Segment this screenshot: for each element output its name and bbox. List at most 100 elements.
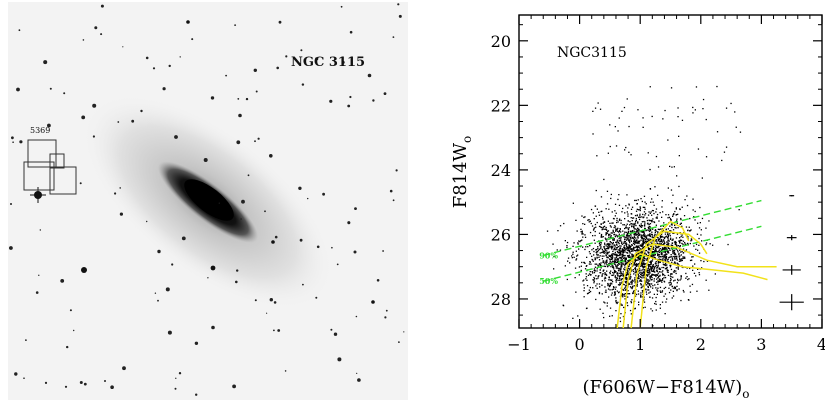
scatter-point xyxy=(639,276,642,278)
scatter-point xyxy=(655,303,657,305)
scatter-point xyxy=(682,243,684,245)
scatter-point xyxy=(625,248,627,250)
scatter-point xyxy=(608,254,610,257)
scatter-point xyxy=(638,304,640,306)
scatter-point xyxy=(680,299,682,302)
field-star xyxy=(347,104,351,108)
scatter-point xyxy=(609,260,611,263)
scatter-point xyxy=(656,216,658,218)
scatter-point xyxy=(655,250,657,253)
scatter-point xyxy=(621,256,624,258)
scatter-point xyxy=(599,244,601,247)
scatter-point xyxy=(632,225,635,227)
scatter-point xyxy=(697,268,699,270)
scatter-point xyxy=(635,232,637,234)
scatter-point xyxy=(649,226,651,228)
scatter-point xyxy=(617,254,619,256)
scatter-point xyxy=(627,255,629,258)
scatter-point xyxy=(622,224,624,226)
scatter-point xyxy=(640,265,642,267)
scatter-point xyxy=(584,262,586,264)
scatter-point xyxy=(624,251,626,253)
scatter-point xyxy=(628,203,630,205)
field-star xyxy=(284,370,287,372)
scatter-point xyxy=(666,269,668,271)
scatter-point xyxy=(682,248,685,250)
scatter-point xyxy=(698,274,701,276)
scatter-point xyxy=(696,290,698,292)
scatter-point xyxy=(622,207,624,210)
scatter-point xyxy=(635,255,637,257)
scatter-point xyxy=(612,217,615,220)
scatter-point xyxy=(665,235,668,237)
scatter-point xyxy=(626,252,628,254)
scatter-point xyxy=(648,265,650,267)
scatter-point xyxy=(641,231,643,233)
field-star xyxy=(241,199,245,204)
scatter-point xyxy=(632,285,634,287)
scatter-point xyxy=(620,274,623,277)
scatter-point xyxy=(617,260,619,263)
scatter-point xyxy=(643,195,646,197)
scatter-point xyxy=(615,297,617,299)
scatter-point xyxy=(644,227,646,229)
scatter-point xyxy=(588,273,591,275)
field-star xyxy=(195,393,198,396)
scatter-point xyxy=(651,256,653,258)
field-star xyxy=(35,291,39,294)
scatter-point xyxy=(606,203,609,205)
scatter-point xyxy=(613,291,616,293)
scatter-point xyxy=(670,279,672,281)
scatter-point xyxy=(634,268,637,271)
scatter-point xyxy=(638,231,640,233)
scatter-point xyxy=(639,213,641,215)
scatter-point xyxy=(613,232,615,234)
scatter-point xyxy=(685,272,687,275)
scatter-point xyxy=(607,252,609,254)
scatter-point xyxy=(644,259,646,262)
scatter-point xyxy=(553,268,555,270)
scatter-point xyxy=(571,257,573,259)
scatter-point xyxy=(627,271,629,273)
scatter-point xyxy=(638,258,640,261)
scatter-point xyxy=(638,232,640,235)
scatter-point xyxy=(595,251,597,254)
scatter-point xyxy=(605,228,607,231)
scatter-point xyxy=(652,253,654,255)
scatter-point xyxy=(626,255,629,257)
scatter-point xyxy=(647,240,649,243)
scatter-point xyxy=(640,279,642,281)
scatter-point xyxy=(657,261,659,263)
scatter-point xyxy=(617,198,619,201)
scatter-point xyxy=(597,247,599,250)
scatter-point xyxy=(655,296,657,299)
scatter-point xyxy=(588,251,591,253)
scatter-point xyxy=(643,232,645,235)
y-tick-label: 28 xyxy=(491,290,511,309)
scatter-point xyxy=(604,261,606,263)
scatter-point xyxy=(670,237,672,239)
scatter-point xyxy=(637,235,639,237)
scatter-point xyxy=(644,225,646,227)
field-star xyxy=(353,250,357,254)
scatter-point xyxy=(629,250,631,253)
scatter-point xyxy=(630,248,632,250)
scatter-point xyxy=(659,274,661,276)
field-star xyxy=(384,316,387,319)
scatter-point xyxy=(599,286,601,288)
scatter-point xyxy=(642,247,644,250)
scatter-point xyxy=(629,278,632,280)
scatter-point xyxy=(640,236,642,238)
scatter-point xyxy=(678,240,680,242)
scatter-point xyxy=(615,299,617,302)
scatter-point xyxy=(612,239,614,241)
scatter-point xyxy=(659,286,662,289)
scatter-point xyxy=(639,233,641,235)
field-star xyxy=(340,5,343,8)
scatter-point xyxy=(674,279,676,281)
scatter-point xyxy=(585,278,587,280)
field-star xyxy=(9,246,13,250)
scatter-point xyxy=(612,229,614,231)
scatter-point xyxy=(628,265,630,267)
scatter-point xyxy=(641,216,643,218)
